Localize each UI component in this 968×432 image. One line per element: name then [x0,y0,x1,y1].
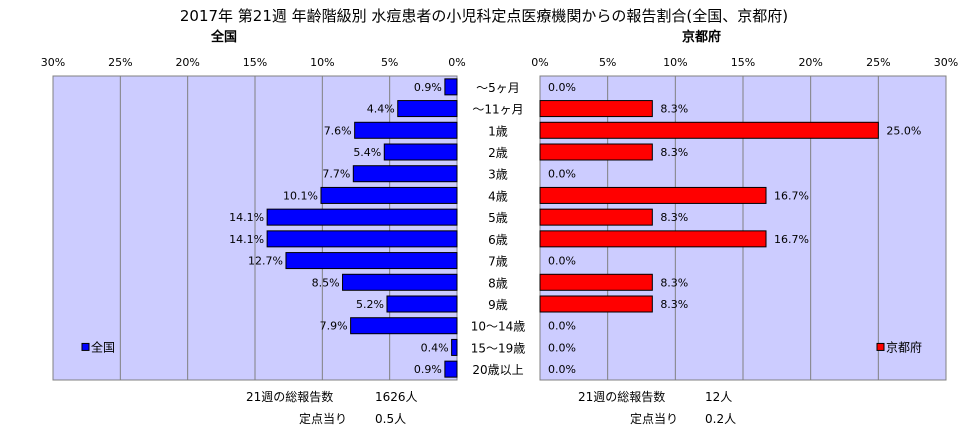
national-bar-label: 5.2% [356,298,384,311]
national-bar-label: 7.6% [324,124,352,137]
national-total-value: 1626人 [375,390,418,404]
national-per-label: 定点当り [299,412,348,426]
kyoto-x-tick-label: 10% [663,56,687,69]
category-label: 15～19歳 [471,341,526,355]
kyoto-x-tick-label: 25% [866,56,890,69]
national-bar-label: 8.5% [312,276,340,289]
kyoto-bar-label: 0.0% [548,341,576,354]
kyoto-bar-label: 8.3% [660,298,688,311]
national-bar-label: 5.4% [353,146,381,159]
category-label: 10～14歳 [471,320,526,334]
national-x-tick-label: 10% [310,56,334,69]
kyoto-bar-label: 0.0% [548,320,576,333]
kyoto-bar [539,295,653,313]
chart-title: 2017年 第21週 年齢階級別 水痘患者の小児科定点医療機関からの報告割合(全… [179,7,789,25]
national-x-tick-label: 25% [108,56,132,69]
national-bar [386,295,458,313]
national-bar [352,165,458,183]
national-x-tick-label: 5% [381,56,398,69]
national-total-label: 21週の総報告数 [246,390,334,404]
national-bar [266,208,458,226]
category-label: ～5ヶ月 [476,81,520,95]
kyoto-bar [539,230,767,248]
national-x-tick-label: 15% [243,56,267,69]
national-bar [444,78,458,96]
kyoto-bar-label: 8.3% [660,146,688,159]
kyoto-bar-label: 8.3% [660,211,688,224]
national-bar [383,143,458,161]
kyoto-bar-label: 16.7% [774,189,809,202]
national-bar-label: 7.7% [322,168,350,181]
national-bar-label: 10.1% [283,189,318,202]
kyoto-x-tick-label: 20% [798,56,822,69]
national-x-tick-label: 20% [175,56,199,69]
category-label: 2歳 [488,146,508,160]
kyoto-x-tick-label: 30% [934,56,958,69]
kyoto-bar [539,121,879,139]
kyoto-bar [539,100,653,118]
kyoto-per-label: 定点当り [630,412,679,426]
category-label: 4歳 [488,189,508,203]
kyoto-legend-swatch [876,342,885,351]
national-bar-label: 7.9% [320,320,348,333]
national-bar-label: 14.1% [229,233,264,246]
national-bar-label: 14.1% [229,211,264,224]
national-bar [350,317,458,335]
kyoto-bar-label: 8.3% [660,276,688,289]
kyoto-legend-label: 京都府 [886,339,922,354]
kyoto-bar-label: 8.3% [660,103,688,116]
category-label: 8歳 [488,276,508,290]
national-panel-title: 全国 [211,30,238,45]
kyoto-x-tick-label: 0% [531,56,548,69]
national-bar [444,360,458,378]
kyoto-bar-label: 0.0% [548,168,576,181]
kyoto-bar [539,273,653,291]
kyoto-bar [539,208,653,226]
national-bar-label: 4.4% [367,103,395,116]
national-legend-label: 全国 [91,339,115,354]
kyoto-x-tick-label: 5% [599,56,616,69]
kyoto-bar-label: 0.0% [548,81,576,94]
kyoto-per-value: 0.2人 [705,412,737,426]
national-bar-label: 12.7% [248,255,283,268]
national-bar [266,230,458,248]
national-x-tick-label: 30% [41,56,65,69]
national-bar [285,252,458,270]
kyoto-bar-label: 0.0% [548,363,576,376]
national-bar-label: 0.9% [414,363,442,376]
national-bar-label: 0.4% [421,341,449,354]
national-bar [397,100,458,118]
national-bar [451,338,458,356]
category-label: 7歳 [488,255,508,269]
category-label: ～11ヶ月 [472,103,523,117]
category-label: 3歳 [488,168,508,182]
national-legend-swatch [81,342,90,351]
national-per-value: 0.5人 [375,412,407,426]
national-bar-label: 0.9% [414,81,442,94]
kyoto-panel-title: 京都府 [682,30,722,45]
category-label: 9歳 [488,298,508,312]
national-bar [342,273,458,291]
kyoto-bar-label: 0.0% [548,255,576,268]
category-label: 1歳 [488,124,508,138]
kyoto-total-label: 21週の総報告数 [578,390,666,404]
kyoto-x-tick-label: 15% [731,56,755,69]
kyoto-bar [539,143,653,161]
category-label: 5歳 [488,211,508,225]
kyoto-bar-label: 25.0% [886,124,921,137]
national-bar [354,121,458,139]
kyoto-total-value: 12人 [705,390,733,404]
national-x-tick-label: 0% [448,56,465,69]
kyoto-bar [539,186,767,204]
category-label: 6歳 [488,233,508,247]
kyoto-bar-label: 16.7% [774,233,809,246]
category-label: 20歳以上 [472,363,523,377]
national-bar [320,186,458,204]
